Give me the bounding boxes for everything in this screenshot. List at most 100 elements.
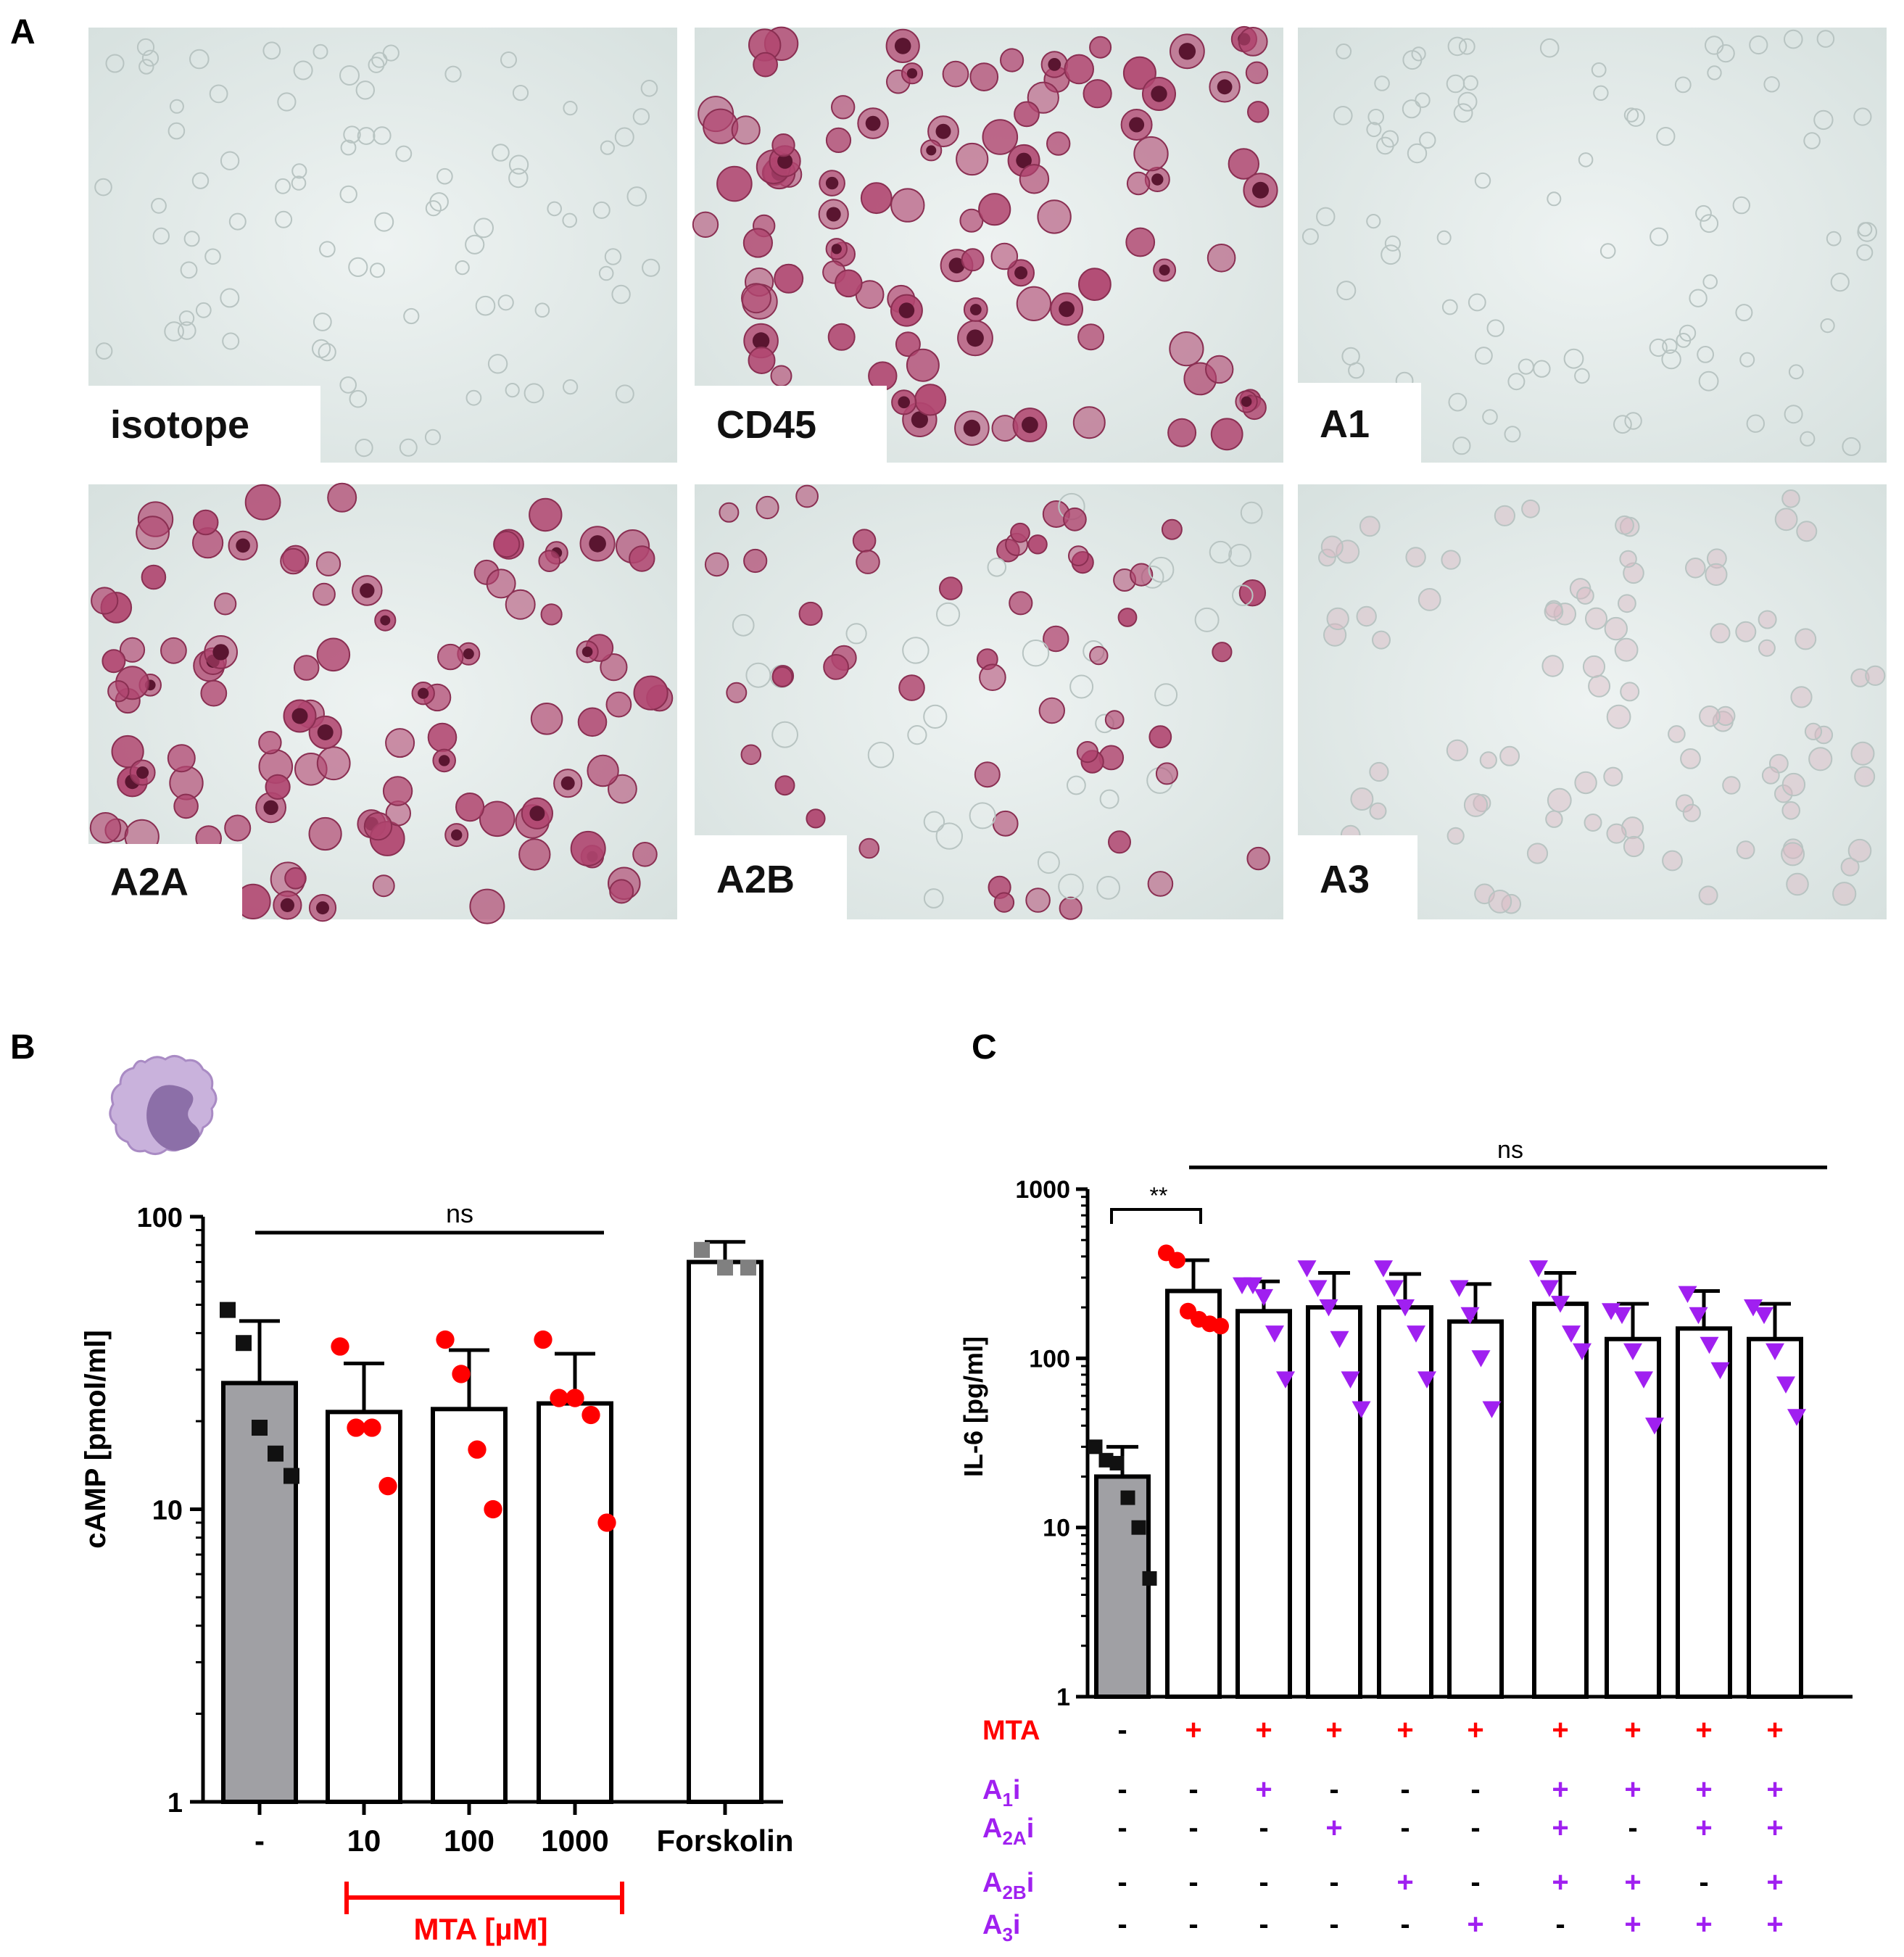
cell — [961, 248, 985, 272]
cell — [1037, 199, 1072, 234]
cell — [605, 691, 632, 718]
data-point — [1482, 1401, 1502, 1418]
cell — [867, 741, 895, 769]
cell — [192, 509, 219, 536]
cell — [1019, 164, 1050, 194]
treatment-cell: + — [1552, 1812, 1568, 1844]
cell — [1533, 360, 1551, 378]
cell — [1228, 544, 1251, 567]
cell — [1479, 751, 1497, 769]
data-point — [452, 1365, 471, 1383]
cell-nucleus — [906, 68, 918, 79]
cell — [1333, 106, 1353, 125]
treatment-cell: - — [1400, 1774, 1410, 1805]
cell — [1736, 840, 1755, 860]
treatment-cell: + — [1396, 1714, 1413, 1746]
cell — [1356, 605, 1377, 627]
cell — [1539, 38, 1560, 58]
cell — [436, 167, 453, 185]
cell — [979, 663, 1006, 692]
cell — [1194, 607, 1220, 632]
cell-nucleus — [935, 123, 951, 139]
data-point — [1776, 1376, 1795, 1394]
cell — [692, 211, 719, 238]
cell — [244, 484, 281, 521]
cell — [1544, 602, 1564, 621]
treatment-cell: - — [1117, 1774, 1127, 1805]
cell — [1547, 787, 1572, 813]
cell — [1820, 318, 1835, 334]
panel-label-b: B — [10, 1028, 36, 1067]
treatment-cell: + — [1396, 1866, 1413, 1898]
cell — [1758, 610, 1777, 629]
treatment-cell: + — [1695, 1812, 1712, 1844]
cell — [529, 497, 563, 532]
cell — [956, 142, 989, 176]
cell — [160, 637, 187, 664]
cell — [173, 793, 199, 819]
data-point — [268, 1445, 283, 1462]
cell — [1374, 75, 1390, 91]
panel-label-c: C — [972, 1028, 997, 1067]
cell-nucleus — [831, 244, 842, 255]
x-tick-label: 10 — [347, 1824, 381, 1858]
panel-label-a: A — [10, 13, 36, 51]
cell-nucleus — [1178, 43, 1196, 60]
treatment-cell: - — [1188, 1812, 1198, 1844]
cell — [1800, 431, 1816, 447]
cell — [497, 294, 514, 311]
data-point — [436, 1330, 455, 1349]
cell — [1318, 548, 1336, 567]
cell — [640, 80, 658, 97]
cell — [1384, 235, 1402, 252]
cell — [1698, 885, 1718, 906]
cell — [1067, 775, 1086, 795]
cell-nucleus — [1014, 266, 1028, 280]
cell — [1436, 230, 1452, 245]
cell — [1447, 36, 1468, 57]
cell — [1341, 347, 1360, 366]
cell — [540, 603, 563, 626]
cell — [315, 551, 342, 576]
treatment-cell: - — [1470, 1774, 1480, 1805]
cell — [1689, 289, 1708, 307]
cell — [632, 108, 650, 125]
treatment-cell: + — [1624, 1908, 1641, 1940]
cell — [1574, 771, 1597, 795]
data-point — [252, 1420, 268, 1436]
treatment-cell: - — [1699, 1866, 1708, 1898]
cell — [1735, 304, 1753, 322]
treatment-cell: + — [1325, 1714, 1342, 1746]
cell — [1245, 61, 1269, 85]
cell — [1784, 405, 1803, 424]
cell — [1710, 623, 1731, 644]
cell — [1441, 550, 1461, 570]
cell — [455, 260, 470, 276]
cell — [898, 674, 925, 701]
cell — [220, 288, 240, 308]
cell — [1089, 36, 1112, 59]
cell-nucleus — [280, 898, 294, 912]
cell — [1482, 409, 1498, 425]
cell — [1022, 640, 1050, 667]
data-point — [717, 1259, 733, 1276]
cell — [1856, 244, 1874, 261]
data-point — [740, 1259, 756, 1276]
data-point — [1744, 1299, 1763, 1317]
cell-nucleus — [898, 396, 910, 409]
micrograph-label-box — [88, 386, 320, 463]
cell — [1209, 540, 1233, 564]
cell — [437, 643, 464, 671]
data-point — [484, 1499, 502, 1519]
data-point — [378, 1476, 397, 1496]
data-point — [363, 1418, 381, 1437]
cell — [978, 193, 1011, 226]
cell — [1626, 108, 1645, 127]
treatment-cell: + — [1766, 1774, 1783, 1805]
cell — [200, 679, 228, 707]
cell — [1853, 107, 1872, 126]
cell — [1499, 745, 1520, 766]
cell — [374, 212, 394, 232]
cell — [726, 682, 748, 703]
cell — [339, 376, 357, 394]
